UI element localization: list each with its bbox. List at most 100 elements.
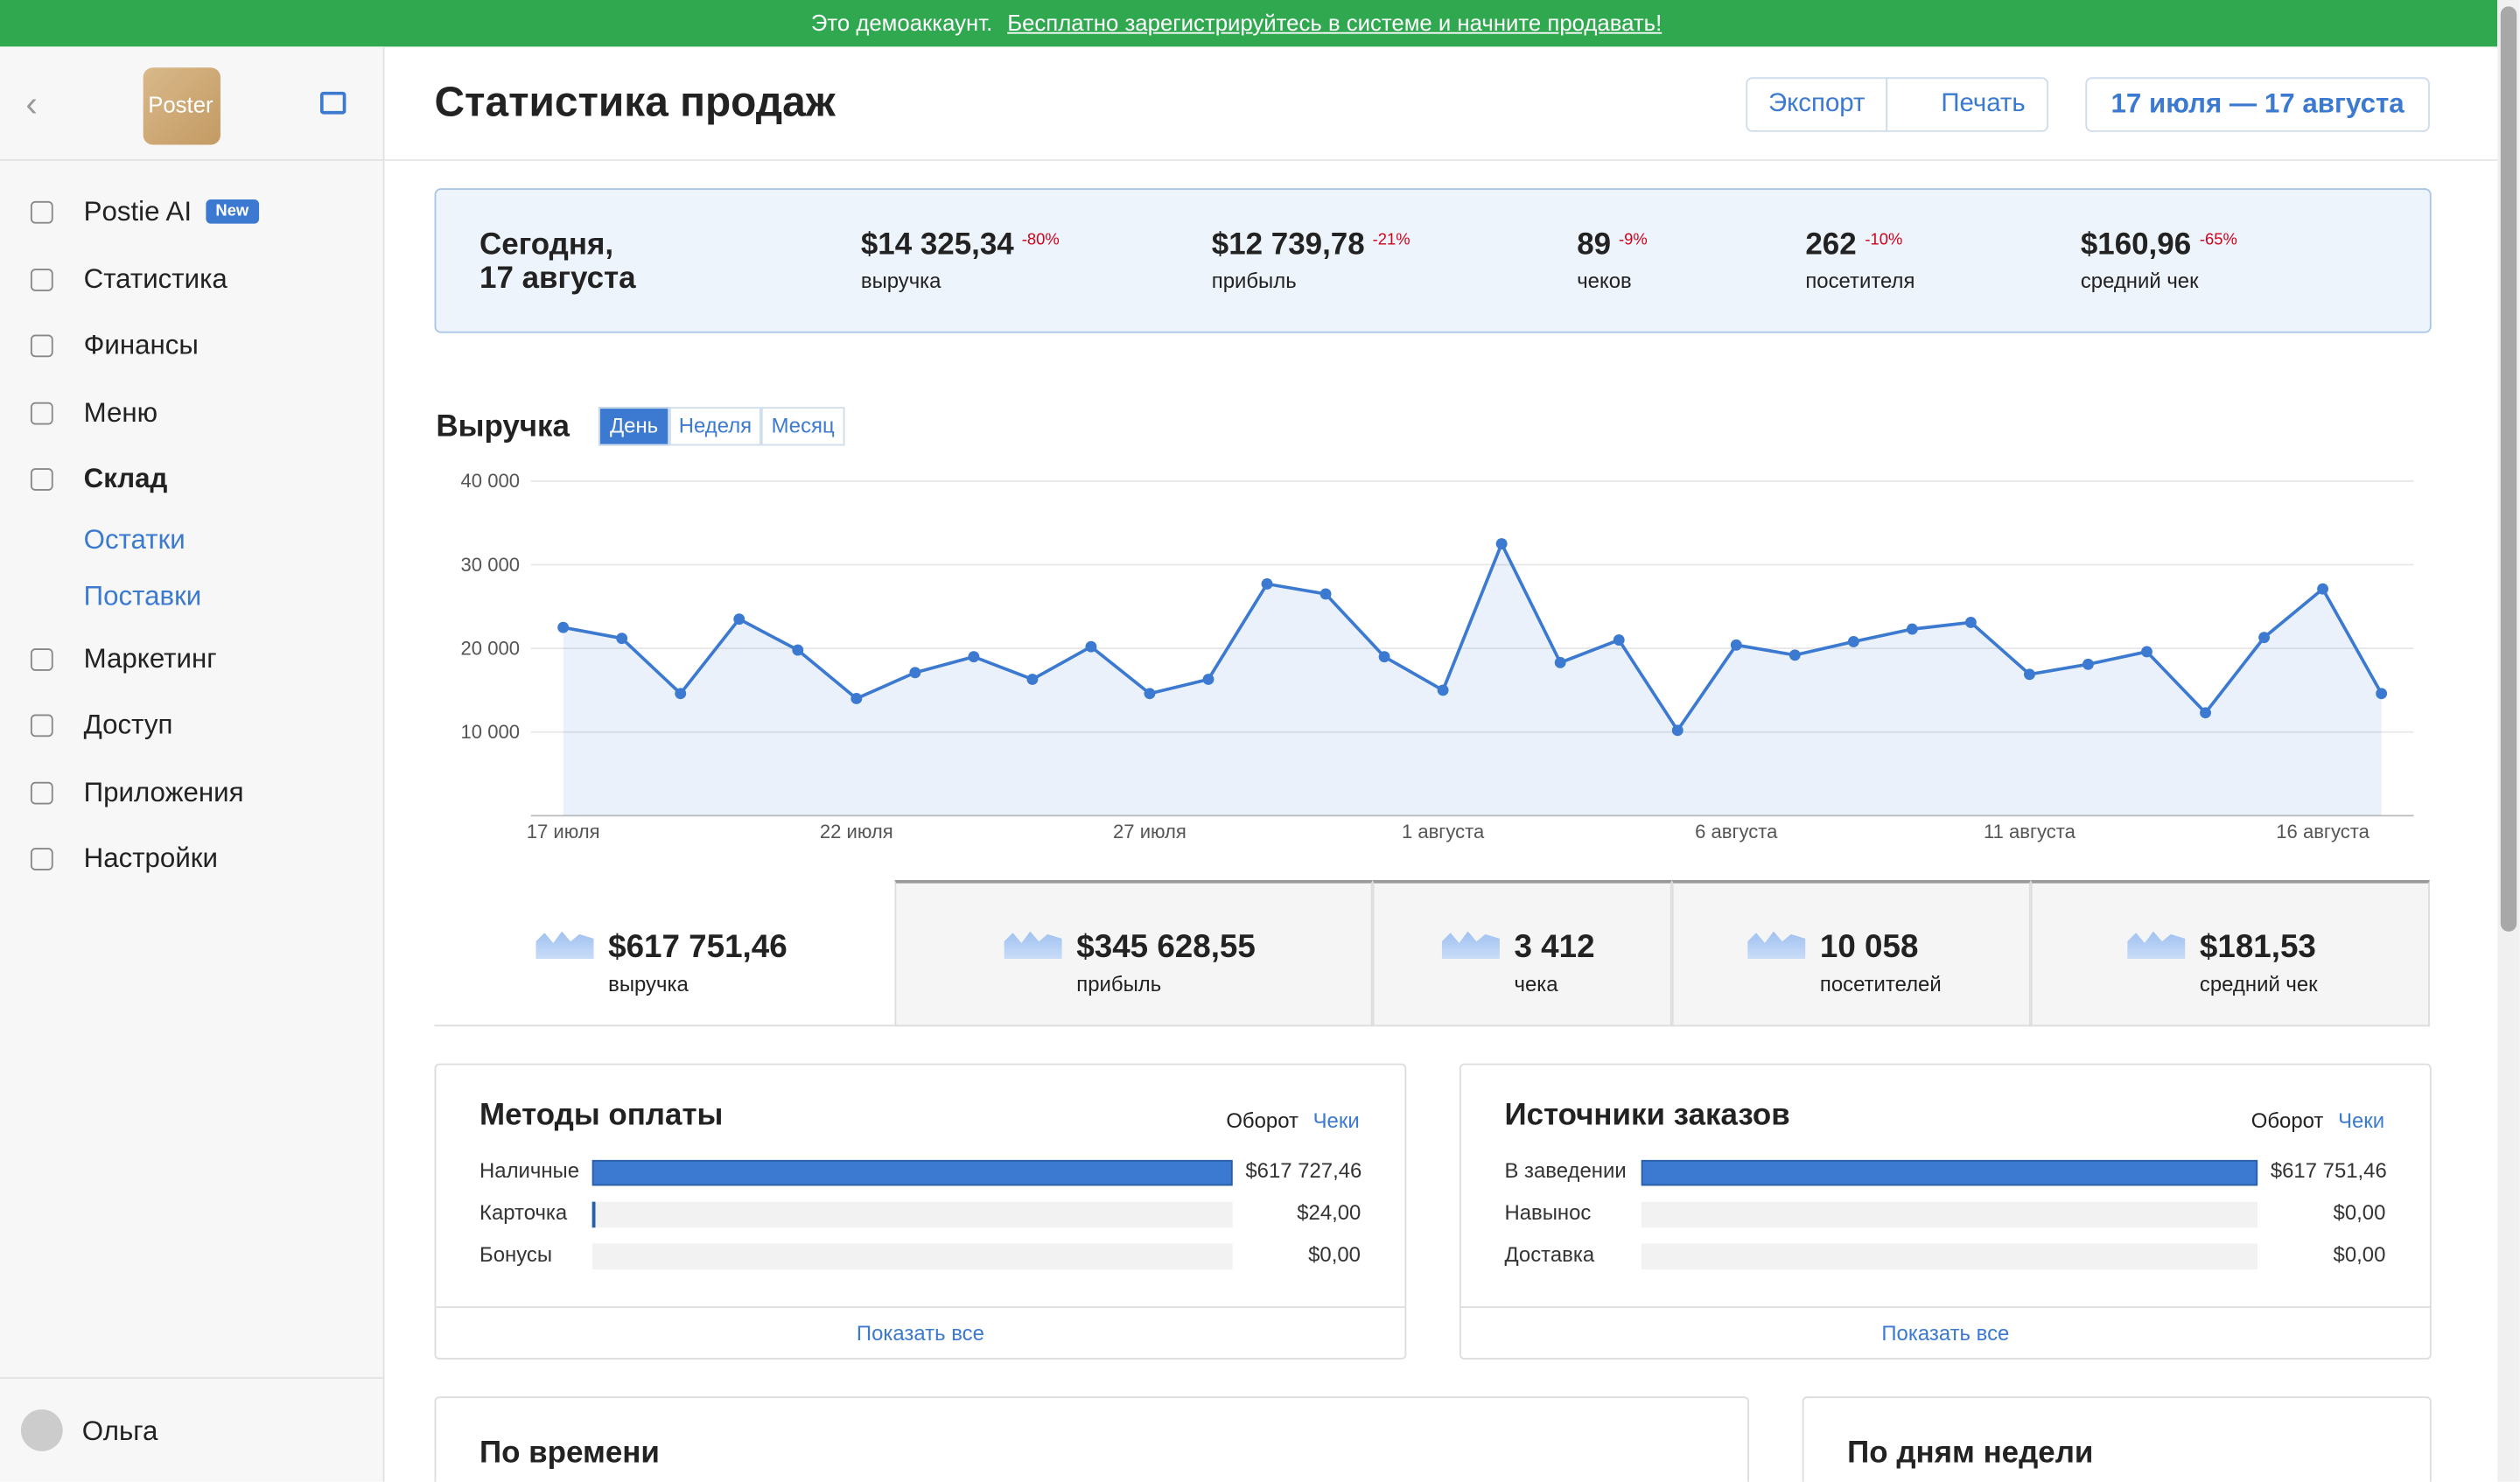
point bbox=[792, 644, 804, 656]
menu-item[interactable]: Доступ bbox=[83, 709, 173, 740]
back-button[interactable]: ‹ bbox=[25, 83, 38, 124]
show-all[interactable]: Показать все bbox=[1881, 1320, 2010, 1346]
point bbox=[616, 633, 628, 645]
date-range[interactable]: 17 июля — 17 августа bbox=[2085, 77, 2430, 132]
card bbox=[434, 1063, 1407, 1360]
user-name[interactable]: Ольга bbox=[81, 1416, 158, 1447]
submenu-item[interactable]: Остатки bbox=[83, 523, 186, 555]
metric-label: посетителя bbox=[1805, 269, 1915, 293]
point bbox=[1613, 634, 1625, 646]
sparkline bbox=[1747, 931, 1806, 960]
metric-label: прибыль bbox=[1211, 269, 1297, 293]
x-tick-label: 1 августа bbox=[1402, 821, 1485, 842]
point bbox=[1495, 538, 1508, 550]
total-label: чека bbox=[1514, 971, 1558, 996]
point bbox=[1202, 674, 1214, 685]
button[interactable]: Печать bbox=[1886, 77, 2049, 132]
bar-track bbox=[1641, 1243, 2258, 1269]
tab[interactable]: Чеки bbox=[1312, 1108, 1360, 1133]
menu-item[interactable]: Склад bbox=[83, 463, 168, 494]
logo[interactable] bbox=[143, 67, 220, 145]
row-value: $617 751,46 bbox=[2270, 1158, 2387, 1183]
point bbox=[2200, 707, 2211, 719]
point bbox=[2024, 668, 2035, 681]
menu-item[interactable]: Настройки bbox=[83, 842, 218, 874]
today-label: Сегодня, bbox=[480, 228, 614, 262]
sidebar-divider bbox=[0, 1377, 383, 1380]
card bbox=[1802, 1396, 2432, 1482]
metric-label: чеков bbox=[1577, 269, 1632, 293]
y-tick-label: 30 000 bbox=[461, 554, 520, 576]
point bbox=[1906, 623, 1918, 635]
point bbox=[1026, 674, 1039, 685]
banner-link[interactable]: Бесплатно зарегистрируйтесь в системе и … bbox=[1007, 10, 1662, 36]
menu-item[interactable]: Статистика bbox=[83, 262, 228, 294]
card-title: Методы оплаты bbox=[480, 1099, 724, 1133]
row-value: $0,00 bbox=[2333, 1241, 2386, 1267]
point bbox=[1085, 640, 1097, 653]
bar-track bbox=[1641, 1201, 2258, 1228]
point bbox=[557, 621, 570, 633]
x-tick-label: 16 августа bbox=[2276, 821, 2370, 842]
y-tick-label: 20 000 bbox=[461, 637, 520, 659]
bar bbox=[592, 1159, 1233, 1186]
point bbox=[1554, 656, 1566, 668]
metric-change: -9% bbox=[1619, 231, 1648, 250]
metric-value: 89 bbox=[1577, 228, 1612, 262]
tab[interactable]: Оборот bbox=[2250, 1108, 2324, 1133]
total-value: 10 058 bbox=[1819, 929, 1919, 966]
menu-icon bbox=[30, 848, 53, 870]
button[interactable]: Экспорт bbox=[1746, 77, 1888, 132]
total-cell[interactable] bbox=[1671, 879, 2031, 1027]
menu-item[interactable]: Финансы bbox=[83, 329, 199, 360]
card bbox=[1459, 1063, 2432, 1360]
store-icon[interactable] bbox=[319, 91, 346, 115]
x-tick-label: 27 июля bbox=[1113, 821, 1186, 842]
period-tab[interactable]: День bbox=[598, 407, 670, 446]
x-tick-label: 11 августа bbox=[1984, 821, 2076, 842]
menu-item[interactable]: Маркетинг bbox=[83, 642, 217, 674]
area bbox=[563, 543, 2382, 816]
point bbox=[1378, 651, 1390, 663]
y-tick-label: 10 000 bbox=[461, 721, 520, 743]
total-label: прибыль bbox=[1076, 971, 1162, 996]
total-label: посетителей bbox=[1819, 971, 1942, 996]
scrollbar-thumb[interactable] bbox=[2500, 6, 2517, 932]
submenu-item[interactable]: Поставки bbox=[83, 579, 202, 611]
point bbox=[850, 693, 863, 704]
point bbox=[675, 688, 687, 700]
menu-icon bbox=[30, 714, 53, 738]
metric-value: $14 325,34 bbox=[860, 228, 1014, 262]
point bbox=[2376, 688, 2388, 700]
today-label: 17 августа bbox=[480, 262, 636, 297]
row-name: Бонусы bbox=[480, 1241, 553, 1267]
row-name: Карточка bbox=[480, 1199, 568, 1225]
total-cell[interactable] bbox=[1372, 879, 1672, 1027]
total-value: 3 412 bbox=[1514, 929, 1595, 966]
period-tab[interactable]: Неделя bbox=[669, 407, 761, 446]
menu-icon bbox=[30, 200, 53, 224]
tab[interactable]: Чеки bbox=[2338, 1108, 2385, 1133]
sparkline bbox=[2127, 931, 2186, 960]
bar-track bbox=[592, 1243, 1233, 1269]
metric-change: -80% bbox=[1021, 231, 1060, 250]
line bbox=[563, 540, 2384, 734]
menu-item[interactable]: Меню bbox=[83, 396, 158, 428]
tab[interactable]: Оборот bbox=[1226, 1108, 1298, 1133]
total-label: выручка bbox=[608, 971, 689, 996]
x-tick-label: 17 июля bbox=[527, 821, 600, 842]
total-cell[interactable] bbox=[894, 879, 1373, 1027]
menu-item[interactable]: Postie AI bbox=[83, 196, 192, 227]
period-tab[interactable]: Месяц bbox=[760, 407, 845, 446]
total-cell[interactable] bbox=[2030, 879, 2430, 1027]
user-avatar[interactable] bbox=[20, 1409, 63, 1451]
total-cell[interactable] bbox=[434, 879, 895, 1027]
menu-icon bbox=[30, 468, 53, 491]
point bbox=[909, 667, 921, 679]
sparkline bbox=[536, 931, 594, 960]
sidebar bbox=[0, 46, 385, 1482]
metric-value: $12 739,78 bbox=[1211, 228, 1365, 262]
header-divider bbox=[384, 159, 2498, 161]
menu-item[interactable]: Приложения bbox=[83, 776, 244, 807]
show-all[interactable]: Показать все bbox=[856, 1320, 984, 1346]
